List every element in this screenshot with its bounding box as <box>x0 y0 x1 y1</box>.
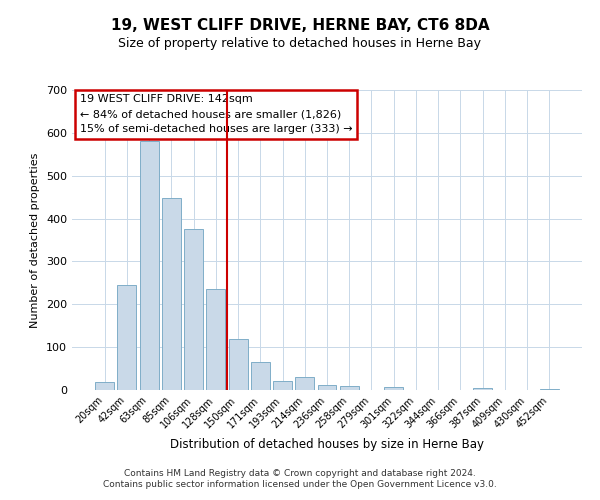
Text: Size of property relative to detached houses in Herne Bay: Size of property relative to detached ho… <box>119 38 482 51</box>
Bar <box>140 140 158 390</box>
Text: Contains public sector information licensed under the Open Government Licence v3: Contains public sector information licen… <box>103 480 497 489</box>
Text: Contains HM Land Registry data © Crown copyright and database right 2024.: Contains HM Land Registry data © Crown c… <box>124 468 476 477</box>
Bar <box>184 230 203 390</box>
Bar <box>473 388 492 390</box>
Y-axis label: Number of detached properties: Number of detached properties <box>31 152 40 328</box>
Bar <box>540 388 559 390</box>
Bar <box>317 385 337 390</box>
X-axis label: Distribution of detached houses by size in Herne Bay: Distribution of detached houses by size … <box>170 438 484 451</box>
Text: 19, WEST CLIFF DRIVE, HERNE BAY, CT6 8DA: 19, WEST CLIFF DRIVE, HERNE BAY, CT6 8DA <box>110 18 490 32</box>
Bar <box>206 289 225 390</box>
Bar <box>384 386 403 390</box>
Text: 19 WEST CLIFF DRIVE: 142sqm
← 84% of detached houses are smaller (1,826)
15% of : 19 WEST CLIFF DRIVE: 142sqm ← 84% of det… <box>80 94 352 134</box>
Bar <box>118 284 136 390</box>
Bar <box>162 198 181 390</box>
Bar <box>295 377 314 390</box>
Bar <box>251 362 270 390</box>
Bar <box>273 380 292 390</box>
Bar <box>229 338 248 390</box>
Bar <box>95 382 114 390</box>
Bar <box>340 386 359 390</box>
